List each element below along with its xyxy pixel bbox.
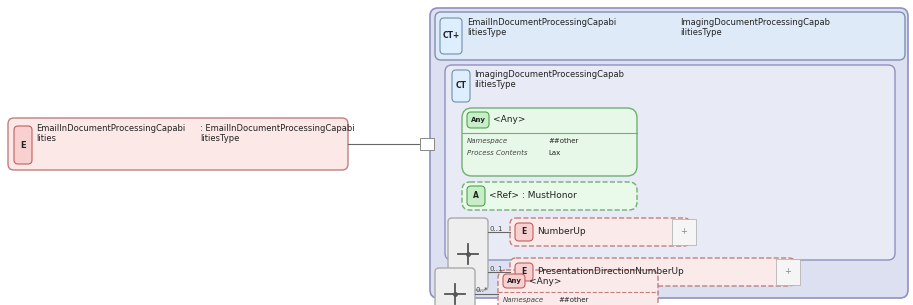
FancyBboxPatch shape — [452, 70, 470, 102]
FancyBboxPatch shape — [510, 218, 690, 246]
FancyBboxPatch shape — [510, 258, 795, 286]
Text: <Ref>: <Ref> — [489, 192, 519, 200]
FancyBboxPatch shape — [462, 108, 637, 176]
Text: EmailInDocumentProcessingCapabi
lities: EmailInDocumentProcessingCapabi lities — [36, 124, 185, 143]
FancyBboxPatch shape — [467, 112, 489, 128]
Text: ##other: ##other — [558, 297, 588, 303]
Text: Namespace: Namespace — [467, 138, 509, 144]
Text: E: E — [20, 141, 26, 149]
Text: : EmailInDocumentProcessingCapabi
litiesType: : EmailInDocumentProcessingCapabi lities… — [200, 124, 354, 143]
FancyBboxPatch shape — [430, 8, 908, 298]
FancyBboxPatch shape — [515, 263, 533, 281]
Text: Any: Any — [507, 278, 521, 284]
FancyBboxPatch shape — [448, 218, 488, 290]
Text: Process Contents: Process Contents — [467, 150, 528, 156]
Text: NumberUp: NumberUp — [537, 228, 585, 236]
Bar — [420, 138, 434, 150]
Text: E: E — [521, 267, 527, 277]
Text: ##other: ##other — [548, 138, 578, 144]
Text: 0..*: 0..* — [476, 287, 488, 293]
Text: ImagingDocumentProcessingCapab
ilitiesType: ImagingDocumentProcessingCapab ilitiesTy… — [680, 18, 830, 38]
FancyBboxPatch shape — [8, 118, 348, 170]
Text: +: + — [784, 267, 792, 277]
Text: 0..1: 0..1 — [490, 266, 503, 272]
FancyBboxPatch shape — [435, 12, 905, 60]
FancyBboxPatch shape — [14, 126, 32, 164]
Text: ImagingDocumentProcessingCapab
ilitiesType: ImagingDocumentProcessingCapab ilitiesTy… — [474, 70, 624, 89]
Text: CT+: CT+ — [443, 31, 459, 41]
FancyBboxPatch shape — [503, 274, 525, 288]
FancyBboxPatch shape — [445, 65, 895, 260]
Text: EmailInDocumentProcessingCapabi
litiesType: EmailInDocumentProcessingCapabi litiesTy… — [467, 18, 616, 38]
Text: Namespace: Namespace — [503, 297, 544, 303]
Text: <Any>: <Any> — [529, 277, 561, 285]
Text: Lax: Lax — [548, 150, 561, 156]
Text: PresentationDirectionNumberUp: PresentationDirectionNumberUp — [537, 267, 684, 277]
FancyBboxPatch shape — [515, 223, 533, 241]
FancyBboxPatch shape — [440, 18, 462, 54]
FancyBboxPatch shape — [435, 268, 475, 305]
FancyBboxPatch shape — [498, 270, 658, 305]
Text: A: A — [473, 192, 479, 200]
Text: Any: Any — [470, 117, 486, 123]
Text: +: + — [680, 228, 687, 236]
Text: <Any>: <Any> — [493, 116, 526, 124]
FancyBboxPatch shape — [467, 186, 485, 206]
Text: 0..1: 0..1 — [490, 226, 503, 232]
FancyBboxPatch shape — [462, 182, 637, 210]
Text: CT: CT — [456, 81, 467, 91]
Text: E: E — [521, 228, 527, 236]
Text: : MustHonor: : MustHonor — [522, 192, 577, 200]
